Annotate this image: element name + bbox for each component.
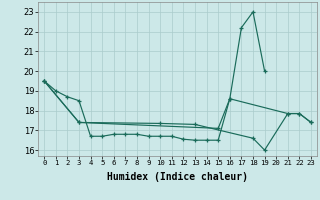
X-axis label: Humidex (Indice chaleur): Humidex (Indice chaleur) xyxy=(107,172,248,182)
